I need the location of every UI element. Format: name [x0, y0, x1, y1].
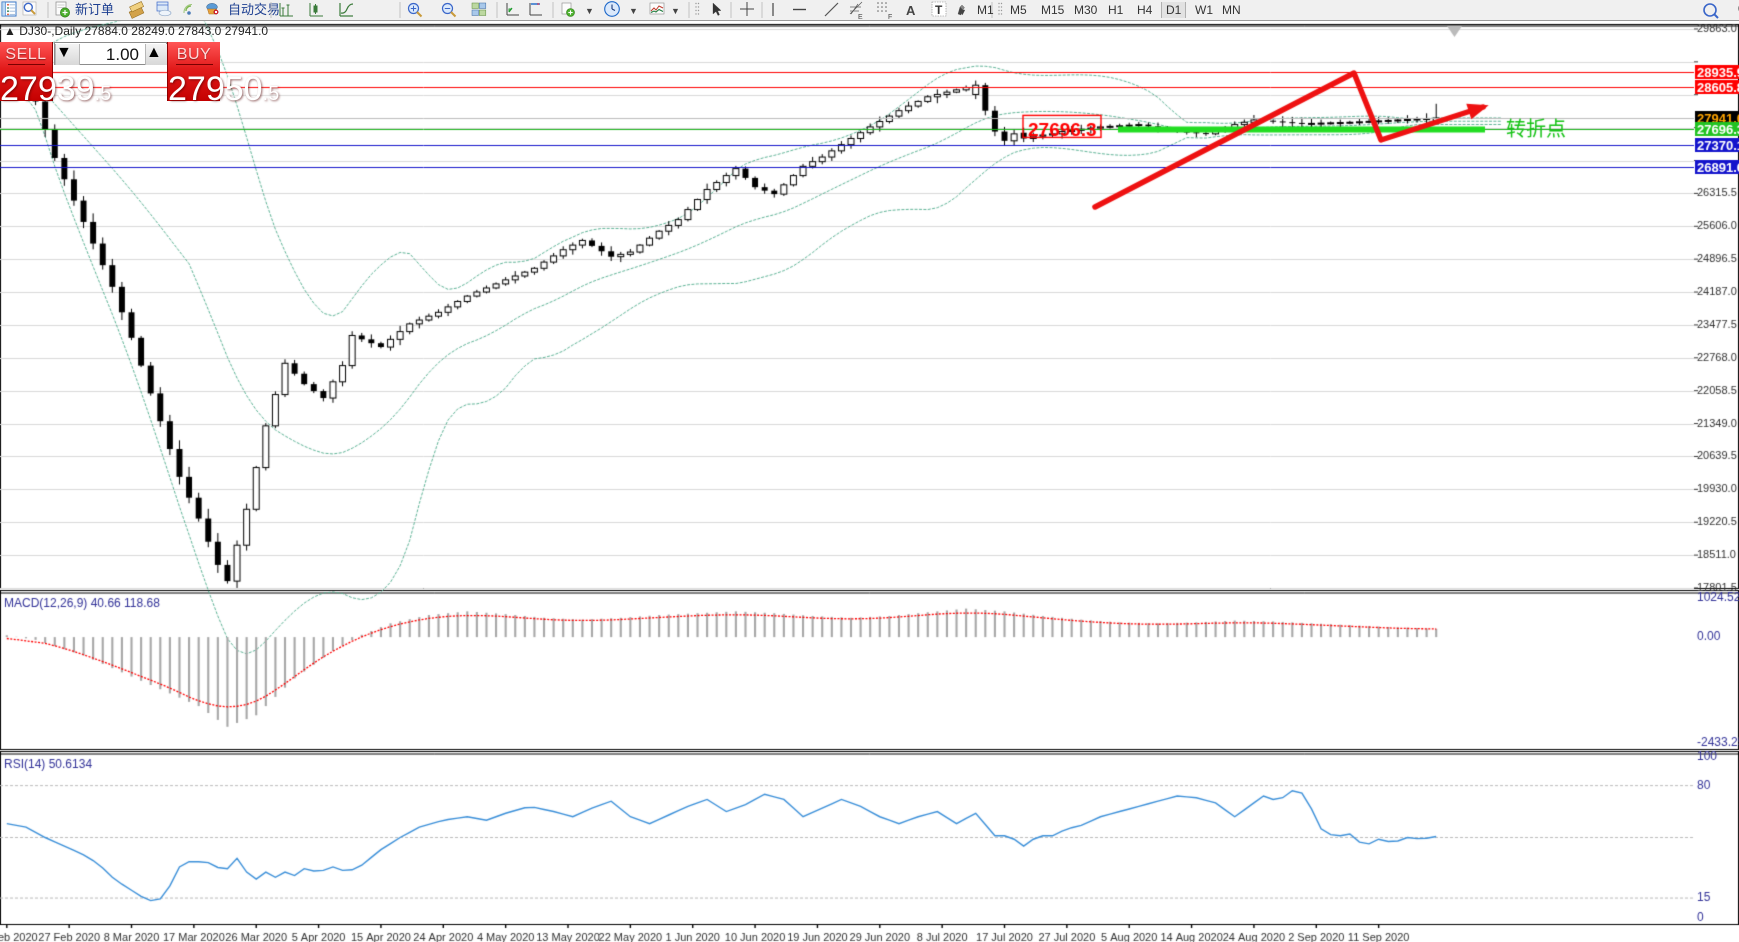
- svg-text:F: F: [888, 14, 892, 20]
- svg-text:▼: ▼: [671, 6, 680, 16]
- svg-text:▼: ▼: [958, 7, 967, 17]
- svg-text:A: A: [906, 3, 916, 18]
- svg-text:E: E: [858, 14, 863, 20]
- svg-text:▼: ▼: [629, 6, 638, 16]
- svg-text:▼: ▼: [585, 6, 594, 16]
- svg-text:新订单: 新订单: [75, 2, 114, 17]
- svg-text:T: T: [935, 3, 943, 17]
- svg-text:自动交易: 自动交易: [228, 2, 280, 17]
